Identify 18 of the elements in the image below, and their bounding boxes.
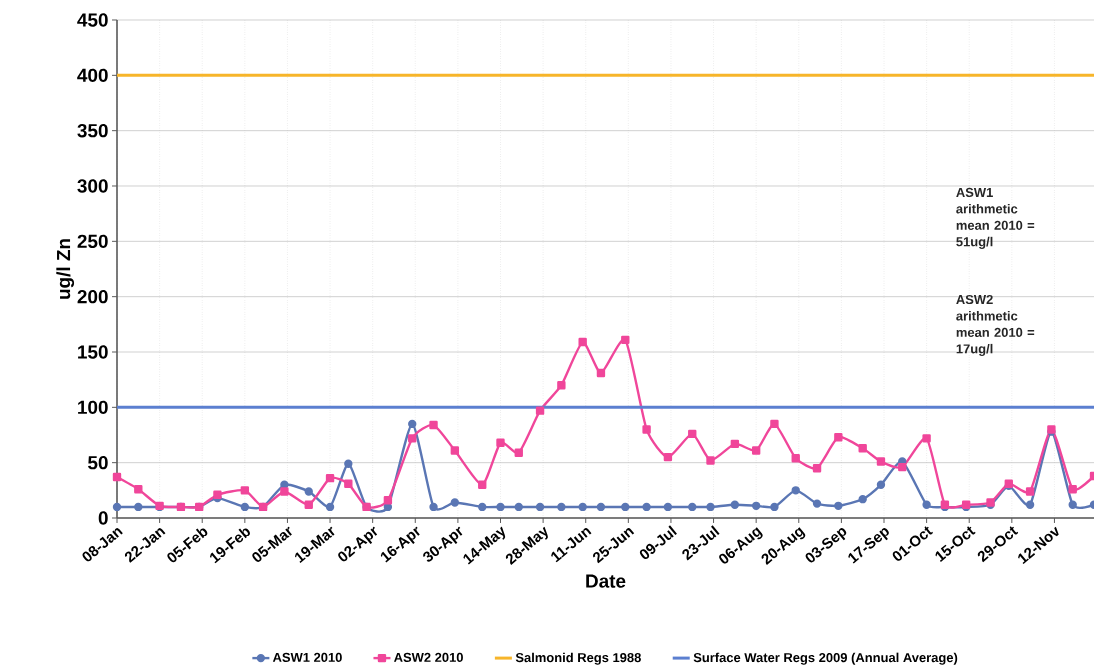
y-tick-label: 100 (78, 400, 108, 415)
x-axis-title: Date (586, 574, 626, 588)
legend-label: ASW1 2010 (272, 652, 342, 662)
y-tick-label: 250 (77, 234, 108, 249)
legend-label: Surface Water Regs 2009 (Annual Average) (693, 652, 958, 665)
y-tick-label: 300 (77, 179, 108, 193)
y-axis-title: ug/l Zn (56, 239, 75, 299)
y-tick-label: 50 (88, 455, 108, 470)
legend-label: Salmonid Regs 1988 (515, 652, 641, 665)
y-tick-label: 200 (77, 289, 108, 304)
legend-label: ASW2 2010 (393, 652, 463, 662)
annotation: ASW2 arithmetic mean 2010 = 17ug/l (956, 294, 1035, 357)
y-tick-label: 450 (77, 13, 108, 27)
annotation: ASW1 arithmetic mean 2010 = 51ug/l (956, 187, 1035, 249)
y-tick-label: 350 (77, 123, 108, 138)
y-tick-label: 0 (98, 511, 108, 525)
y-tick-label: 150 (78, 345, 108, 359)
y-tick-label: 400 (77, 68, 108, 83)
